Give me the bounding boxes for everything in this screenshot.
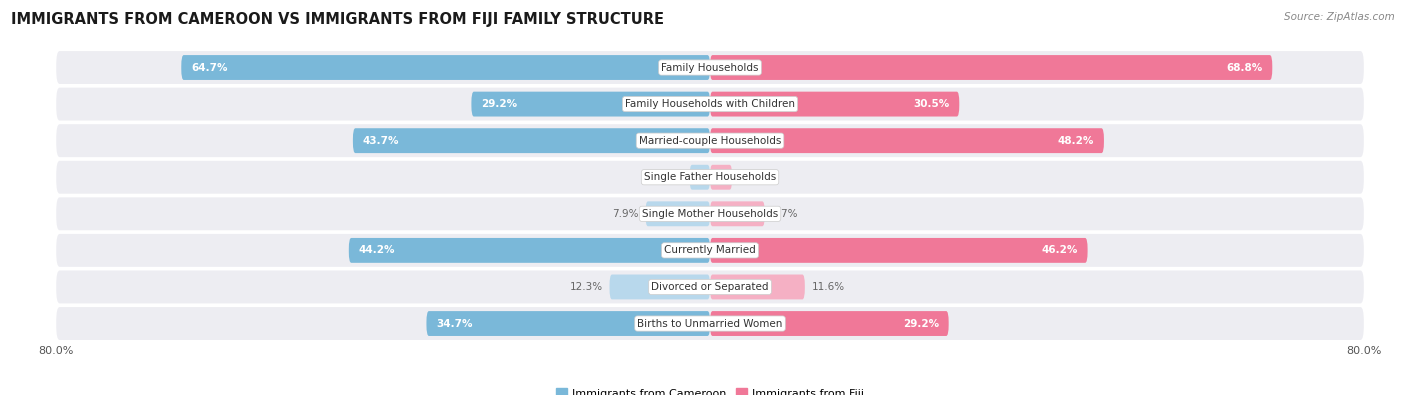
FancyBboxPatch shape (56, 271, 1364, 303)
Text: 2.5%: 2.5% (657, 172, 683, 182)
FancyBboxPatch shape (56, 88, 1364, 120)
FancyBboxPatch shape (349, 238, 710, 263)
FancyBboxPatch shape (610, 275, 710, 299)
Text: Single Mother Households: Single Mother Households (643, 209, 778, 219)
Text: 68.8%: 68.8% (1226, 62, 1263, 73)
Text: 6.7%: 6.7% (772, 209, 797, 219)
Text: IMMIGRANTS FROM CAMEROON VS IMMIGRANTS FROM FIJI FAMILY STRUCTURE: IMMIGRANTS FROM CAMEROON VS IMMIGRANTS F… (11, 12, 664, 27)
Text: 46.2%: 46.2% (1042, 245, 1078, 256)
Text: 29.2%: 29.2% (903, 318, 939, 329)
FancyBboxPatch shape (710, 92, 959, 117)
Text: 44.2%: 44.2% (359, 245, 395, 256)
FancyBboxPatch shape (353, 128, 710, 153)
FancyBboxPatch shape (710, 275, 804, 299)
FancyBboxPatch shape (56, 161, 1364, 194)
Text: Family Households: Family Households (661, 62, 759, 73)
Text: 2.7%: 2.7% (738, 172, 765, 182)
Text: Single Father Households: Single Father Households (644, 172, 776, 182)
FancyBboxPatch shape (56, 234, 1364, 267)
FancyBboxPatch shape (710, 238, 1088, 263)
Text: Births to Unmarried Women: Births to Unmarried Women (637, 318, 783, 329)
Text: 64.7%: 64.7% (191, 62, 228, 73)
Text: Family Households with Children: Family Households with Children (626, 99, 794, 109)
FancyBboxPatch shape (710, 55, 1272, 80)
FancyBboxPatch shape (426, 311, 710, 336)
Text: 43.7%: 43.7% (363, 135, 399, 146)
FancyBboxPatch shape (710, 165, 733, 190)
Text: 29.2%: 29.2% (481, 99, 517, 109)
Text: Source: ZipAtlas.com: Source: ZipAtlas.com (1284, 12, 1395, 22)
Text: 34.7%: 34.7% (436, 318, 472, 329)
Text: 11.6%: 11.6% (811, 282, 845, 292)
Text: Married-couple Households: Married-couple Households (638, 135, 782, 146)
FancyBboxPatch shape (710, 311, 949, 336)
FancyBboxPatch shape (181, 55, 710, 80)
Text: Currently Married: Currently Married (664, 245, 756, 256)
FancyBboxPatch shape (56, 198, 1364, 230)
FancyBboxPatch shape (689, 165, 710, 190)
FancyBboxPatch shape (710, 201, 765, 226)
Text: 7.9%: 7.9% (613, 209, 638, 219)
FancyBboxPatch shape (710, 128, 1104, 153)
FancyBboxPatch shape (56, 307, 1364, 340)
FancyBboxPatch shape (56, 124, 1364, 157)
FancyBboxPatch shape (645, 201, 710, 226)
Legend: Immigrants from Cameroon, Immigrants from Fiji: Immigrants from Cameroon, Immigrants fro… (551, 384, 869, 395)
Text: 30.5%: 30.5% (914, 99, 949, 109)
Text: 12.3%: 12.3% (569, 282, 603, 292)
Text: Divorced or Separated: Divorced or Separated (651, 282, 769, 292)
FancyBboxPatch shape (56, 51, 1364, 84)
FancyBboxPatch shape (471, 92, 710, 117)
Text: 48.2%: 48.2% (1057, 135, 1094, 146)
